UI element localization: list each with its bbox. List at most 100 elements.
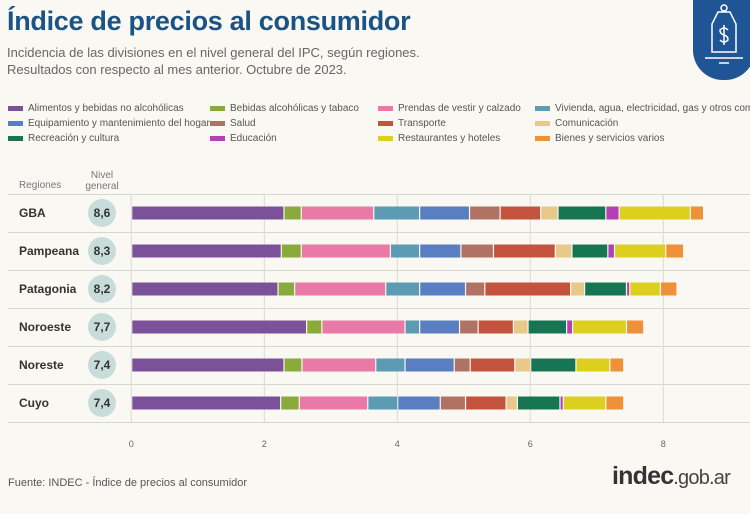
bar-segment <box>660 282 677 296</box>
indec-logo: indec.gob.ar <box>612 462 731 491</box>
bar-segment <box>531 358 576 372</box>
legend-swatch <box>210 120 225 126</box>
regions-header: Regiones <box>19 180 62 191</box>
bar-segment <box>284 358 302 372</box>
legend-label: Transporte <box>398 118 446 129</box>
bar-segment <box>420 244 461 258</box>
region-label: Noroeste <box>19 320 72 334</box>
row-divider <box>8 232 750 233</box>
bar-segment <box>560 396 563 410</box>
bar-segment <box>405 358 454 372</box>
legend-item: Bienes y servicios varios <box>535 133 664 144</box>
bar-segment <box>132 244 281 258</box>
bar-segment <box>299 396 368 410</box>
bar-segment <box>398 396 440 410</box>
bar-segment <box>322 320 405 334</box>
legend-item: Educación <box>210 133 277 144</box>
bar-segment <box>606 396 624 410</box>
row-divider <box>8 308 750 309</box>
bar-segment <box>541 206 558 220</box>
legend-swatch <box>8 120 23 126</box>
bar-segment <box>301 206 374 220</box>
bar-segment <box>572 244 608 258</box>
legend-swatch <box>378 120 393 126</box>
legend-swatch <box>210 105 225 111</box>
legend-swatch <box>535 120 550 126</box>
row-divider <box>8 422 750 423</box>
bar-segment <box>615 244 666 258</box>
bar-segment <box>518 396 560 410</box>
bar-segment <box>630 282 660 296</box>
bar-segment <box>295 282 386 296</box>
legend-label: Recreación y cultura <box>28 133 120 144</box>
bar-segment <box>563 396 606 410</box>
row-divider <box>8 346 750 347</box>
bar-segment <box>301 244 390 258</box>
total-badge: 8,2 <box>88 275 116 303</box>
bar-segment <box>610 358 624 372</box>
bar-segment <box>528 320 567 334</box>
x-tick-label: 6 <box>527 439 533 449</box>
bar-segment <box>132 206 284 220</box>
region-label: Cuyo <box>19 396 49 410</box>
bar-segment <box>440 396 465 410</box>
bar-segment <box>690 206 703 220</box>
bar-segment <box>666 244 684 258</box>
legend-label: Alimentos y bebidas no alcohólicas <box>28 103 184 114</box>
legend-item: Recreación y cultura <box>8 133 119 144</box>
total-badge: 7,4 <box>88 389 116 417</box>
legend-label: Prendas de vestir y calzado <box>398 103 521 114</box>
legend-label: Bebidas alcohólicas y tabaco <box>230 103 359 114</box>
legend-label: Comunicación <box>555 118 619 129</box>
legend-item: Salud <box>210 118 256 129</box>
bar-segment <box>374 206 420 220</box>
bar-segment <box>571 282 584 296</box>
legend-item: Restaurantes y hoteles <box>378 133 500 144</box>
bar-segment <box>390 244 420 258</box>
bar-segment <box>627 282 630 296</box>
bar-segment <box>376 358 405 372</box>
bar-segment <box>478 320 513 334</box>
total-badge: 7,7 <box>88 313 116 341</box>
region-label: Noreste <box>19 358 64 372</box>
source-note: Fuente: INDEC - Índice de precios al con… <box>8 477 248 489</box>
price-tag-dollar-icon <box>693 0 750 80</box>
legend-label: Bienes y servicios varios <box>555 133 665 144</box>
legend-item: Comunicación <box>535 118 618 129</box>
bar-segment <box>573 320 626 334</box>
bar-segment <box>500 206 541 220</box>
legend-label: Equipamiento y mantenimiento del hogar <box>28 118 210 129</box>
legend-item: Equipamiento y mantenimiento del hogar <box>8 118 210 129</box>
bar-segment <box>420 206 469 220</box>
bar-segment <box>132 282 278 296</box>
bar-segment <box>558 206 606 220</box>
bar-segment <box>307 320 322 334</box>
legend-swatch <box>535 135 550 141</box>
level-header: Nivel general <box>82 170 122 192</box>
legend-label: Educación <box>230 133 277 144</box>
bar-segment <box>368 396 398 410</box>
bar-segment <box>132 396 281 410</box>
bar-segment <box>132 358 284 372</box>
total-badge: 7,4 <box>88 351 116 379</box>
subtitle: Incidencia de las divisiones en el nivel… <box>7 45 420 60</box>
bar-segment <box>567 320 572 334</box>
x-tick-label: 8 <box>660 439 666 449</box>
legend-label: Salud <box>230 118 256 129</box>
row-divider <box>8 270 750 271</box>
total-badge: 8,3 <box>88 237 116 265</box>
bar-segment <box>420 320 459 334</box>
bar-segment <box>514 320 528 334</box>
legend-swatch <box>378 105 393 111</box>
bar-segment <box>302 358 376 372</box>
bar-segment <box>576 358 610 372</box>
legend-swatch <box>535 105 550 111</box>
bar-segment <box>494 244 555 258</box>
legend-item: Prendas de vestir y calzado <box>378 103 521 114</box>
bar-segment <box>606 206 619 220</box>
legend-swatch <box>210 135 225 141</box>
bar-segment <box>515 358 531 372</box>
bar-segment <box>555 244 572 258</box>
legend-item: Bebidas alcohólicas y tabaco <box>210 103 359 114</box>
